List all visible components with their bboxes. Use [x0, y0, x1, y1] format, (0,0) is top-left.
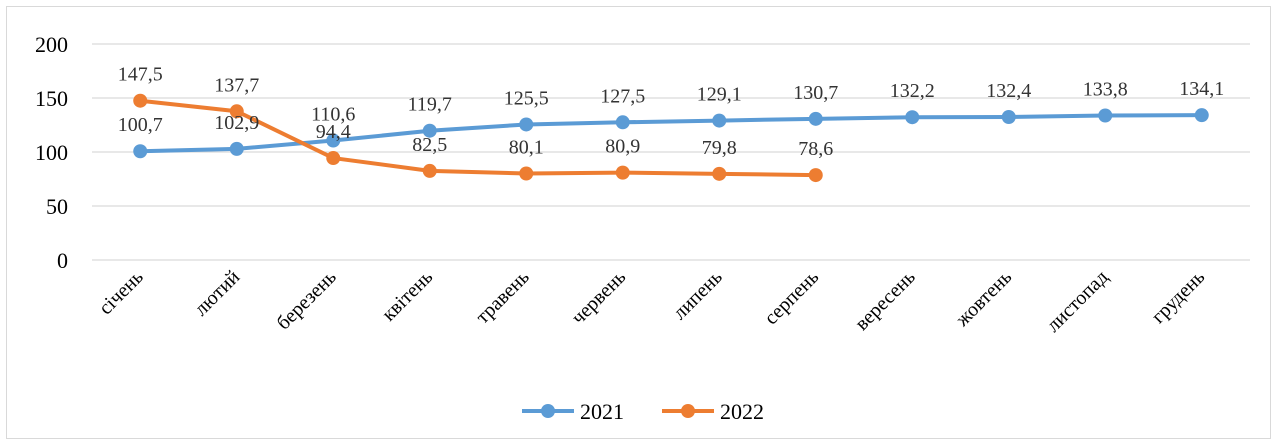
y-tick-label: 0 — [57, 248, 68, 273]
data-point-2021[interactable] — [1194, 108, 1209, 123]
series-layer — [133, 93, 1209, 183]
series-2022 — [133, 93, 823, 183]
legend-swatch-marker — [541, 404, 555, 418]
data-label-2021: 130,7 — [793, 82, 838, 104]
legend-swatch-marker — [681, 404, 695, 418]
data-point-2021[interactable] — [808, 111, 823, 126]
x-category-label: квітень — [378, 266, 438, 326]
data-point-2021[interactable] — [133, 144, 148, 159]
data-label-2021: 119,7 — [408, 94, 452, 116]
data-label-2022: 94,4 — [316, 121, 351, 143]
data-labels: 100,7 102,9 110,6 119,7 125,5 127,5 129,1 130,7… — [118, 64, 1225, 160]
series-line-2022 — [138, 98, 818, 178]
data-label-2021: 129,1 — [697, 84, 742, 106]
data-point-2022[interactable] — [133, 93, 148, 108]
x-category-label: грудень — [1147, 266, 1209, 328]
data-point-2022[interactable] — [229, 104, 244, 119]
data-label-2021: 127,5 — [600, 85, 645, 107]
gridlines — [92, 43, 1250, 261]
data-label-2021: 132,4 — [986, 80, 1031, 102]
data-point-2022[interactable] — [519, 166, 534, 181]
chart-frame — [6, 6, 1271, 439]
series-line-2021 — [138, 113, 1204, 154]
data-point-2022[interactable] — [808, 168, 823, 183]
data-point-2022[interactable] — [422, 163, 437, 178]
data-label-2022: 82,5 — [412, 134, 447, 156]
data-label-2021: 102,9 — [214, 112, 259, 134]
data-label-2022: 79,8 — [702, 137, 737, 159]
data-point-2021[interactable] — [1098, 108, 1113, 123]
legend-item-2021[interactable]: 2021 — [522, 399, 624, 424]
y-tick-label: 50 — [46, 194, 68, 219]
x-category-label: червень — [567, 266, 630, 329]
data-point-2022[interactable] — [615, 165, 630, 180]
x-category-label: лютий — [190, 266, 245, 321]
x-axis-category-labels: січень лютий березень квітень травень червень… — [95, 266, 1210, 337]
y-axis-tick-labels: 0 50 100 150 200 — [35, 32, 68, 273]
data-label-2022: 147,5 — [118, 64, 163, 86]
data-point-2021[interactable] — [1001, 110, 1016, 125]
legend-label: 2021 — [580, 399, 624, 424]
data-label-2022: 137,7 — [214, 74, 259, 96]
data-label-2021: 100,7 — [118, 114, 163, 136]
x-category-label: серпень — [760, 266, 823, 329]
data-point-2021[interactable] — [326, 133, 341, 148]
x-category-label: січень — [95, 266, 148, 319]
data-label-2022: 78,6 — [798, 138, 833, 160]
data-point-2021[interactable] — [905, 110, 920, 125]
data-label-2021: 110,6 — [311, 104, 355, 126]
x-category-label: вересень — [851, 266, 920, 335]
data-point-2021[interactable] — [615, 115, 630, 130]
data-point-2022[interactable] — [712, 166, 727, 181]
legend-label: 2022 — [720, 399, 764, 424]
legend-item-2022[interactable]: 2022 — [662, 399, 764, 424]
data-label-2022: 80,1 — [509, 136, 544, 158]
data-label-2021: 134,1 — [1179, 78, 1224, 100]
data-label-2021: 132,2 — [890, 80, 935, 102]
y-tick-label: 150 — [35, 86, 68, 111]
series-2021 — [133, 108, 1209, 159]
data-label-2021: 133,8 — [1083, 78, 1128, 100]
x-category-label: липень — [669, 266, 727, 324]
data-point-2021[interactable] — [229, 141, 244, 156]
data-point-2021[interactable] — [712, 113, 727, 128]
data-point-2021[interactable] — [519, 117, 534, 132]
x-category-label: травень — [472, 266, 534, 328]
data-label-2021: 125,5 — [504, 87, 549, 109]
data-point-2021[interactable] — [422, 123, 437, 138]
x-category-label: березень — [273, 266, 341, 334]
y-tick-label: 200 — [35, 32, 68, 57]
legend[interactable]: 2021 2022 — [522, 399, 764, 424]
x-category-label: листопад — [1042, 266, 1113, 337]
data-point-2022[interactable] — [326, 151, 341, 166]
data-label-2022: 80,9 — [605, 136, 640, 158]
x-category-label: жовтень — [951, 266, 1017, 332]
y-tick-label: 100 — [35, 140, 68, 165]
